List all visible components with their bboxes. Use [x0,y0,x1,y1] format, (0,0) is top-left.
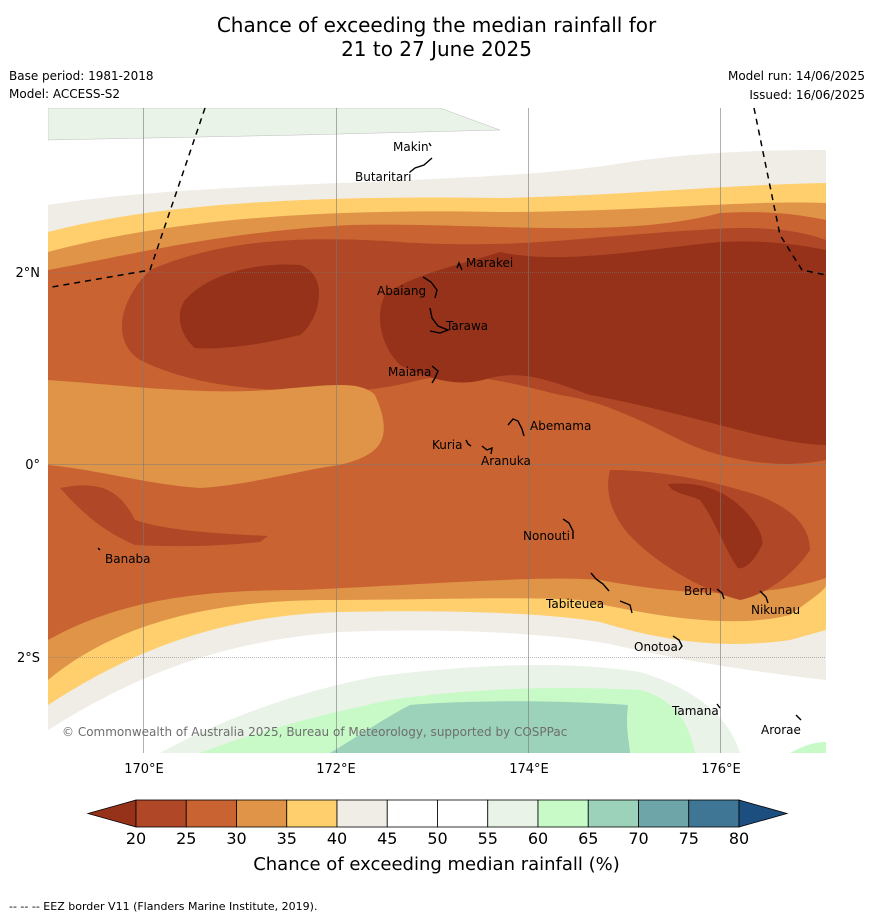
colorbar-tick-label: 80 [729,829,749,848]
colorbar-tick-label: 35 [277,829,297,848]
label-nikunau: Nikunau [751,603,800,617]
contour-30-west [48,380,384,488]
place-labels: Makin Butaritari Marakei Abaiang Tarawa … [105,140,801,737]
colorbar-tick-label: 55 [478,829,498,848]
label-abemama: Abemama [530,419,591,433]
contour-below20-east [380,241,826,445]
eez-footnote: -- -- -- EEZ border V11 (Flanders Marine… [9,900,318,913]
colorbar-over-arrow [738,799,789,828]
contour-below20-west [179,264,319,349]
colorbar-segment [487,799,539,828]
colorbar-segment [638,799,690,828]
colorbar-segment [386,799,438,828]
contour-55-north [48,108,501,141]
colorbar-segment [537,799,589,828]
colorbar-tick-label: 60 [528,829,548,848]
colorbar: 20 25 30 35 40 45 50 55 60 65 70 75 80 [86,799,789,848]
colorbar-tick-label: 25 [176,829,196,848]
issued-date: Issued: 16/06/2025 [749,88,865,102]
colorbar-tick-label: 20 [126,829,146,848]
latitude-labels: 2°N 0° 2°S [16,266,41,666]
graticule [48,108,826,753]
label-beru: Beru [684,584,712,598]
lat-label-2s: 2°S [17,651,40,666]
colorbar-tick-label: 30 [226,829,246,848]
contour-60-southeast [790,742,826,753]
label-arorae: Arorae [761,723,801,737]
lat-label-0: 0° [25,458,40,473]
colorbar-segment [286,799,338,828]
colorbar-segment [587,799,639,828]
label-aranuka: Aranuka [481,454,531,468]
label-abaiang: Abaiang [377,284,426,298]
longitude-labels: 170°E 172°E 174°E 176°E [124,762,741,777]
rainfall-probability-map [48,108,826,753]
colorbar-segment [336,799,388,828]
contour-20-southeast [608,470,810,600]
label-maiana: Maiana [388,365,431,379]
label-tarawa: Tarawa [445,319,488,333]
map-title-line2: 21 to 27 June 2025 [341,37,532,61]
label-onotoa: Onotoa [634,640,678,654]
lon-label-170: 170°E [124,762,164,777]
label-nonouti: Nonouti [523,529,570,543]
label-kuria: Kuria [432,438,463,452]
label-tabiteuea: Tabiteuea [545,597,604,611]
eez-border [51,107,827,288]
contour-below20-southeast [668,483,763,569]
colorbar-tick-label: 50 [427,829,447,848]
model-name: Model: ACCESS-S2 [9,87,121,101]
model-run-date: Model run: 14/06/2025 [727,69,865,83]
colorbar-segment [185,799,237,828]
base-period: Base period: 1981-2018 [9,69,154,83]
label-banaba: Banaba [105,552,151,566]
colorbar-under-arrow [86,799,137,828]
lon-label-172: 172°E [316,762,356,777]
island-outlines [97,142,802,721]
colorbar-label: Chance of exceeding median rainfall (%) [253,854,620,875]
colorbar-tick-label: 65 [578,829,598,848]
contour-20-southwest [60,485,268,547]
map-title-line1: Chance of exceeding the median rainfall … [216,13,657,37]
label-butaritari: Butaritari [355,170,412,184]
lon-label-174: 174°E [509,762,549,777]
copyright-notice: © Commonwealth of Australia 2025, Bureau… [62,725,567,739]
lat-label-2n: 2°N [16,266,41,281]
colorbar-tick-label: 75 [679,829,699,848]
colorbar-segment [135,799,187,828]
contour-65-south [330,701,630,753]
label-tamana: Tamana [671,704,719,718]
colorbar-segment [236,799,288,828]
lon-label-176: 176°E [701,762,741,777]
label-marakei: Marakei [466,256,513,270]
colorbar-tick-label: 70 [628,829,648,848]
colorbar-segment [437,799,489,828]
colorbar-tick-label: 45 [377,829,397,848]
colorbar-tick-label: 40 [327,829,347,848]
label-makin: Makin [393,140,429,154]
colorbar-segment [688,799,740,828]
